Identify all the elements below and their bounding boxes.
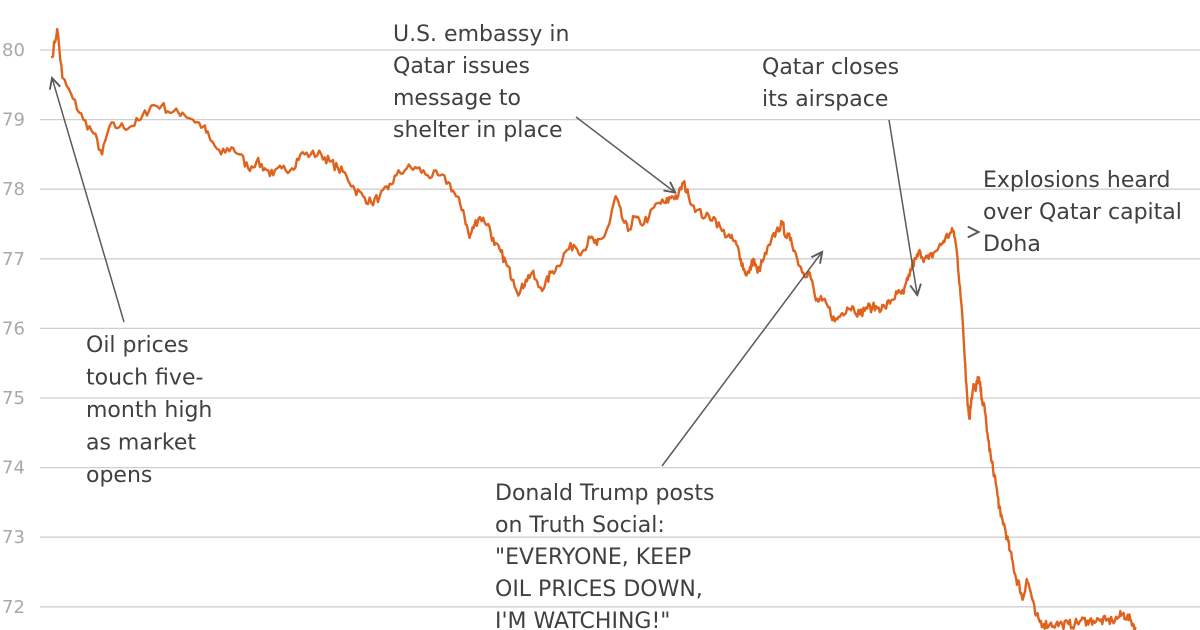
annotation-explosions-line: Explosions heard [983, 168, 1170, 193]
y-tick-label: 77 [2, 249, 25, 270]
y-tick-label: 73 [2, 527, 25, 548]
annotation-airspace-line: Qatar closes [762, 55, 899, 80]
y-tick-label: 79 [2, 110, 25, 131]
y-tick-label: 72 [2, 597, 25, 618]
y-tick-label: 74 [2, 458, 25, 479]
annotation-trump-line: I'M WATCHING!" [495, 609, 670, 630]
annotation-trump-line: on Truth Social: [495, 513, 665, 538]
annotation-trump-arrow [661, 252, 822, 467]
annotation-open-line: as market [86, 431, 196, 456]
annotation-explosions-line: over Qatar capital [983, 200, 1182, 225]
annotation-embassy-line: message to [393, 86, 521, 111]
annotation-open-line: month high [86, 398, 212, 423]
annotation-leaders [52, 78, 979, 467]
annotations: Oil prices touch five-month high as market… [86, 22, 1182, 630]
annotation-embassy-line: shelter in place [393, 118, 563, 143]
annotation-airspace-arrow [888, 119, 917, 295]
y-tick-label: 80 [2, 40, 25, 61]
y-axis: 72 73 74 75 76 77 78 79 80 [2, 40, 25, 618]
annotation-open-line: Oil prices [86, 333, 189, 358]
price-line [50, 27, 1137, 630]
annotation-trump-line: Donald Trump posts [495, 481, 714, 506]
annotation-open-line: touch five- [86, 366, 203, 391]
price-series [50, 27, 1137, 630]
gridlines [40, 49, 1200, 608]
annotation-trump-line: OIL PRICES DOWN, [495, 577, 703, 602]
annotation-open-arrow [52, 78, 125, 323]
annotation-embassy-line: Qatar issues [393, 54, 530, 79]
y-tick-label: 76 [2, 318, 25, 339]
annotation-embassy-line: U.S. embassy in [393, 22, 569, 47]
y-tick-label: 75 [2, 388, 25, 409]
annotation-embassy-arrow [575, 116, 675, 193]
y-tick-label: 78 [2, 179, 25, 200]
annotation-explosions-line: Doha [983, 232, 1041, 257]
annotation-airspace-line: its airspace [762, 87, 888, 112]
annotation-trump-line: "EVERYONE, KEEP [495, 545, 691, 570]
annotation-open-line: opens [86, 463, 152, 488]
